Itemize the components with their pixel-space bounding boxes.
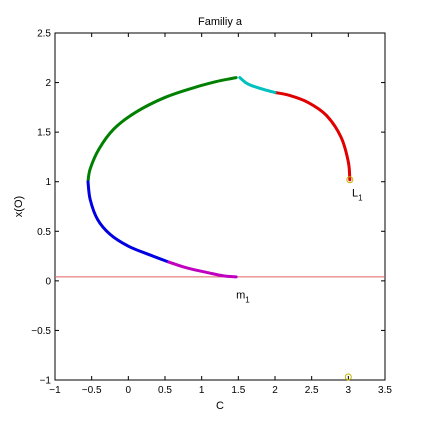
- y-tick-label: 2.5: [37, 29, 51, 40]
- annotation-subscript: 1: [245, 296, 250, 305]
- annotation-m1: m1: [236, 290, 250, 305]
- annotation-subscript: 1: [358, 194, 363, 203]
- x-tick-label: 3: [346, 385, 352, 396]
- series-line-1: [273, 90, 352, 182]
- plot-frame: [54, 32, 386, 381]
- series-line-5: [167, 260, 238, 279]
- marker-circle-2: [344, 373, 352, 381]
- annotation-l1: L1: [352, 188, 363, 203]
- x-tick-label: 0.5: [158, 385, 172, 396]
- y-tick-label: 0.5: [37, 227, 51, 238]
- x-tick-label: 0: [126, 385, 132, 396]
- y-tick-label: 0: [45, 276, 51, 287]
- y-tick-label: 1.5: [37, 128, 51, 139]
- marker-circle-1: [346, 176, 354, 184]
- x-axis-label: C: [216, 400, 224, 412]
- x-tick-label: 2.5: [305, 385, 319, 396]
- series-line-4: [86, 180, 171, 264]
- x-tick-label: −1: [49, 385, 61, 396]
- x-tick-label: −0.5: [82, 385, 102, 396]
- x-tick-label: 2: [272, 385, 278, 396]
- y-tick-label: 2: [45, 78, 51, 89]
- chart-title: Familiy a: [198, 16, 243, 28]
- y-axis-label: x(O): [13, 196, 25, 217]
- x-tick-label: 3.5: [378, 385, 392, 396]
- plot-area: −1 −0.5 0 0.5 1 1.5 2 2.5 3 3.5 −1 −0.5 0 0.5 1 1.5 2 2.5…: [31, 29, 392, 397]
- y-tick-label: −1: [40, 376, 52, 387]
- x-tick-label: 1: [199, 385, 205, 396]
- series-line-2: [238, 76, 277, 94]
- y-tick-label: −0.5: [31, 326, 51, 337]
- series-line-3: [86, 76, 238, 184]
- y-tick-label: 1: [45, 177, 51, 188]
- x-tick-label: 1.5: [231, 385, 245, 396]
